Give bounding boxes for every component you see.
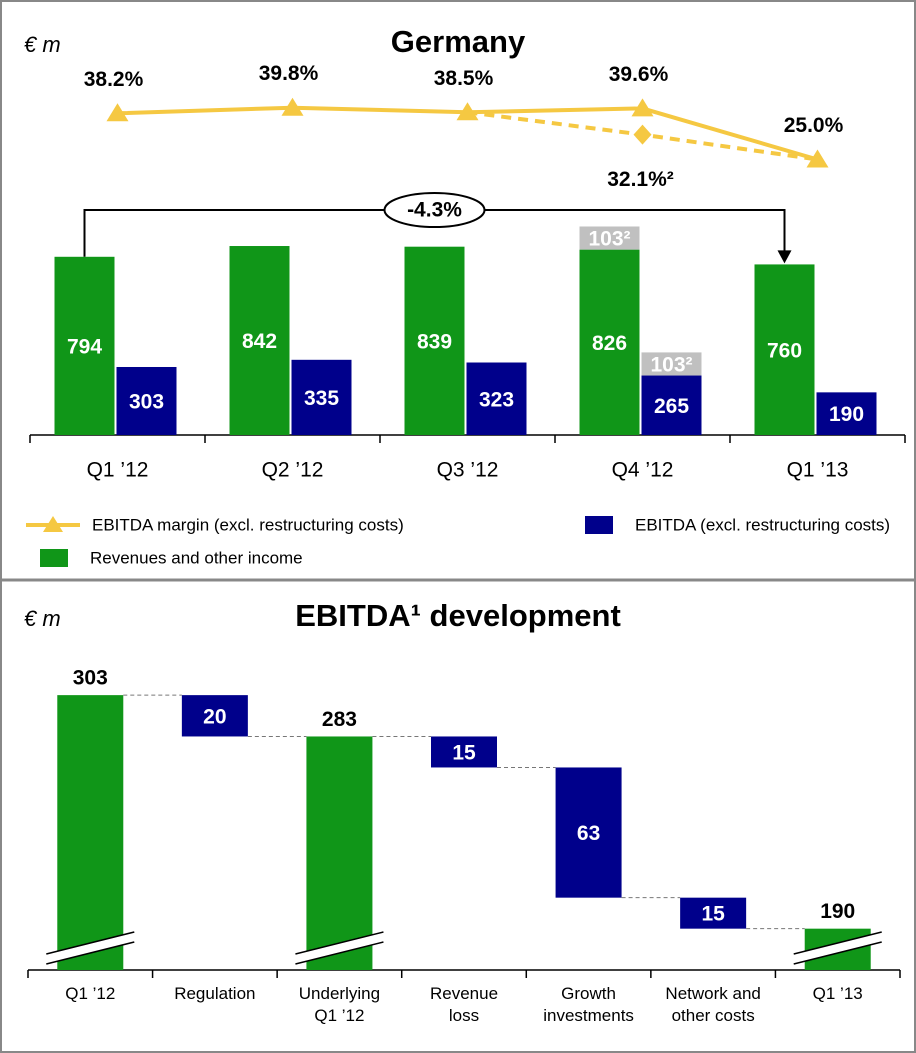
bar [116, 366, 177, 435]
bar-label: 103² [588, 228, 630, 251]
unit: € m [24, 32, 61, 57]
bar-label: 323 [479, 388, 514, 411]
bar-label: 760 [767, 339, 802, 362]
annotation: -4.3% [407, 199, 462, 222]
bar-label: 103² [650, 354, 692, 377]
axis-break [793, 932, 882, 964]
axis-break [46, 932, 135, 964]
line-label: 38.2% [84, 68, 144, 91]
legend-label: EBITDA (excl. restructuring costs) [635, 515, 890, 534]
x-tick-label: Q1 ’12 [87, 459, 149, 482]
line-marker [106, 103, 129, 122]
x-tick-label-line: Revenue [430, 984, 498, 1003]
x-tick-label: Network and other costs [665, 984, 760, 1025]
x-tick-label-line: other costs [672, 1006, 755, 1025]
axis-break [295, 932, 384, 964]
x-tick-label-line: Q1 ’13 [813, 984, 863, 1003]
annotation-arrow [777, 250, 792, 264]
bar-label: 190 [829, 403, 864, 426]
axis-break-line [295, 931, 384, 955]
bar [579, 226, 640, 250]
x-tick-label: Revenue loss [430, 984, 498, 1025]
bar [306, 736, 373, 970]
value-label: 190 [820, 900, 855, 923]
bar [431, 736, 497, 768]
unit: € m [24, 606, 61, 631]
value-label: 20 [203, 705, 226, 728]
x-tick-label-line: Q1 ’12 [65, 984, 115, 1003]
legend-marker [43, 516, 63, 532]
x-tick-label: Q2 ’12 [262, 459, 324, 482]
axis-break-line [46, 941, 135, 965]
line-label: 39.6% [609, 63, 669, 86]
x-tick-label-line: Regulation [174, 984, 255, 1003]
value-label: 15 [452, 742, 476, 765]
value-label: 15 [701, 903, 725, 926]
axis-break-line [793, 941, 882, 965]
x-tick-label: Q1 ’13 [813, 984, 863, 1003]
bar [54, 256, 115, 435]
bar [816, 392, 877, 435]
bar-label: 839 [417, 330, 452, 353]
annotation-oval [383, 192, 486, 228]
bar-label: 303 [129, 391, 164, 414]
bar [641, 352, 702, 376]
line-label: 38.5% [434, 67, 494, 90]
x-tick-label: Q1 ’12 [65, 984, 115, 1003]
line-marker [633, 124, 652, 145]
bar [466, 362, 527, 435]
line-label: 25.0% [784, 114, 844, 137]
x-tick-label: Growth investments [543, 984, 634, 1025]
legend-swatch [40, 549, 68, 567]
bar-label: 335 [304, 387, 339, 410]
legend-label: EBITDA margin (excl. restructuring costs… [92, 515, 404, 534]
x-tick-label-line: Q1 ’12 [314, 1006, 364, 1025]
axis-break-line [793, 931, 882, 955]
bar [229, 246, 290, 435]
x-tick-label: Regulation [174, 984, 255, 1003]
bar [641, 375, 702, 435]
axis-break-line [295, 941, 384, 965]
bar [181, 695, 248, 737]
x-tick-label-line: Growth [561, 984, 616, 1003]
chart-title: Germany [391, 24, 526, 59]
x-tick-label: Q1 ’13 [787, 459, 849, 482]
x-tick-label: Q3 ’12 [437, 459, 499, 482]
bar [754, 264, 815, 435]
line-label: 32.1%² [607, 168, 674, 191]
line-marker [806, 149, 829, 168]
bar [404, 246, 465, 435]
axis-break-line [46, 931, 135, 955]
bar [680, 897, 747, 929]
value-label: 283 [322, 708, 357, 731]
value-label: 63 [577, 822, 600, 845]
bar-label: 265 [654, 395, 689, 418]
bar [57, 695, 124, 970]
bar-label: 794 [67, 335, 102, 358]
line-marker [281, 97, 304, 116]
bar-label: 826 [592, 332, 627, 355]
bar [579, 249, 640, 435]
line-marker [631, 98, 654, 117]
bar [555, 767, 622, 898]
x-tick-label-line: investments [543, 1006, 634, 1025]
x-tick-label-line: loss [449, 1006, 479, 1025]
x-tick-label: Q4 ’12 [612, 459, 674, 482]
x-tick-label-line: Underlying [299, 984, 380, 1003]
x-tick-label: Underlying Q1 ’12 [299, 984, 380, 1025]
bar [291, 359, 352, 435]
chart-title: EBITDA¹ development [295, 598, 621, 633]
value-label: 303 [73, 667, 108, 690]
line-marker [456, 102, 479, 121]
legend-label: Revenues and other income [90, 548, 303, 567]
line-label: 39.8% [259, 62, 319, 85]
x-tick-label-line: Network and [665, 984, 760, 1003]
legend-swatch [585, 516, 613, 534]
bar-label: 842 [242, 330, 277, 353]
